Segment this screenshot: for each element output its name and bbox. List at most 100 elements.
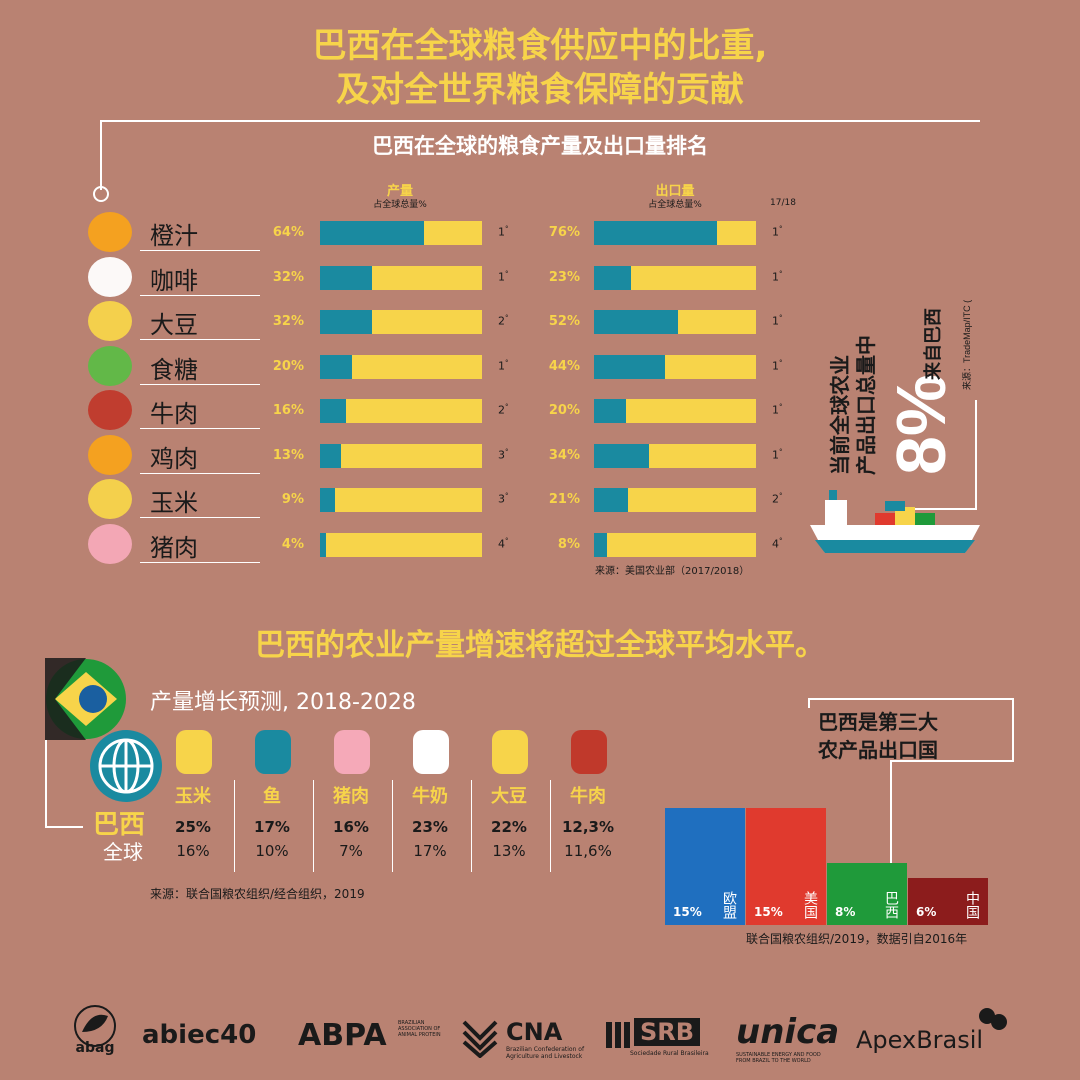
apexbrasil-logo: ApexBrasil xyxy=(856,1026,984,1054)
row-name: 橙汁 xyxy=(150,222,198,250)
rank-number: 2 xyxy=(498,403,505,417)
crop-name: 猪肉 xyxy=(333,786,369,807)
crop-world: 17% xyxy=(413,842,447,860)
chicken-icon xyxy=(88,434,132,475)
production-rank: 1° xyxy=(498,225,509,239)
pig-icon xyxy=(88,523,132,564)
production-bar xyxy=(320,354,482,379)
production-bar xyxy=(320,265,482,290)
row-name: 鸡肉 xyxy=(150,444,198,473)
exporters-pointer xyxy=(890,760,892,865)
rank-degree: ° xyxy=(779,447,783,456)
bar-fill xyxy=(594,221,718,245)
cna-logo-icon xyxy=(462,1020,498,1058)
exporter-bar: 8% 巴西 xyxy=(827,863,907,925)
coffee-icon xyxy=(88,256,132,297)
beef-icon xyxy=(571,730,607,774)
rank-degree: ° xyxy=(505,225,509,233)
export-rank: 1° xyxy=(772,270,783,284)
export-percent: 23% xyxy=(548,269,580,285)
rank-number: 1 xyxy=(498,225,505,239)
season-label: 17/18 xyxy=(770,198,796,208)
share-connector-v xyxy=(975,400,977,510)
exporters-title1: 巴西是第三大 xyxy=(818,710,938,734)
bar-fill xyxy=(594,354,666,379)
rank-number: 2 xyxy=(498,314,505,328)
exporters-source: 联合国粮农组织/2019，数据引自2016年 xyxy=(746,932,968,946)
crop-name: 玉米 xyxy=(175,786,211,807)
crop-world: 11,6% xyxy=(564,842,612,860)
rank-degree: ° xyxy=(779,492,783,500)
rank-number: 3 xyxy=(498,492,505,506)
export-header: 出口量 xyxy=(655,184,695,199)
export-percent: 21% xyxy=(548,492,580,507)
rank-degree: ° xyxy=(505,358,509,367)
production-rank: 2° xyxy=(498,314,509,328)
production-subheader: 占全球总量% xyxy=(373,200,427,210)
exporter-bar: 15% 欧盟 xyxy=(665,808,745,925)
corn-icon xyxy=(88,479,132,519)
production-percent: 64% xyxy=(272,225,304,240)
production-percent: 13% xyxy=(272,447,304,463)
row-name: 猪肉 xyxy=(150,533,198,562)
export-bar xyxy=(594,443,756,468)
abag-logo: abag xyxy=(75,1040,115,1056)
rank-number: 1 xyxy=(498,359,505,373)
exporters-title2: 农产品出口国 xyxy=(818,738,938,762)
title-connector xyxy=(100,120,102,190)
export-percent: 76% xyxy=(548,225,580,240)
production-percent: 16% xyxy=(272,403,304,418)
bar-fill xyxy=(320,310,372,334)
production-rank: 4° xyxy=(498,537,509,551)
export-bar xyxy=(594,399,756,423)
row-name: 玉米 xyxy=(150,489,198,517)
export-rank: 4° xyxy=(772,537,783,551)
export-rank: 2° xyxy=(772,492,783,506)
share-line2: 产品出口总量中 xyxy=(854,335,878,475)
bar-fill xyxy=(320,532,327,557)
rank-degree: ° xyxy=(779,269,783,278)
legend-connector-h xyxy=(45,826,83,828)
rank-degree: ° xyxy=(779,225,783,233)
sugarcane-icon xyxy=(88,345,132,386)
abpa-sub: BRAZILIAN ASSOCIATION OF ANIMAL PROTEIN xyxy=(398,1020,441,1038)
orange-juice-icon xyxy=(88,212,132,252)
cargo-ship-icon xyxy=(810,490,980,553)
rank-number: 1 xyxy=(772,359,779,373)
crop-separator xyxy=(471,780,472,872)
row-underline xyxy=(140,339,260,340)
row-underline xyxy=(140,561,260,563)
bar-fill xyxy=(594,265,632,290)
exporters-top-line xyxy=(808,698,1013,700)
exporters-left-tick xyxy=(808,698,810,708)
rank-degree: ° xyxy=(505,314,509,322)
export-subheader: 占全球总量% xyxy=(648,200,702,210)
production-bar xyxy=(320,221,482,245)
logos-bar: abag abiec40 ABPA BRAZILIAN ASSOCIATION … xyxy=(0,1000,1080,1080)
export-rank: 1° xyxy=(772,403,783,417)
row-underline xyxy=(140,517,260,518)
exporter-country: 美国 xyxy=(802,891,818,919)
crop-name: 大豆 xyxy=(491,786,527,807)
crop-world: 10% xyxy=(255,842,289,860)
row-name: 咖啡 xyxy=(150,266,198,295)
abag-logo-icon xyxy=(74,1005,116,1047)
abpa-logo: ABPA xyxy=(298,1018,387,1053)
bar-fill xyxy=(320,443,342,468)
rank-number: 1 xyxy=(772,314,779,328)
cna-logo: CNA xyxy=(506,1018,563,1046)
exporters-bottom-line xyxy=(890,760,1012,762)
production-rank: 3° xyxy=(498,448,509,462)
corn-icon xyxy=(176,730,212,774)
exporter-percent: 15% xyxy=(673,905,702,919)
share-value: 8% xyxy=(882,374,960,475)
row-name: 食糖 xyxy=(150,355,198,384)
export-percent: 8% xyxy=(557,536,580,552)
crop-brazil: 23% xyxy=(412,818,448,836)
main-title-line1: 巴西在全球粮食供应中的比重, xyxy=(312,26,768,66)
source-usda: 来源：美国农业部（2017/2018） xyxy=(595,566,750,577)
beef-icon xyxy=(88,390,132,430)
production-bar xyxy=(320,488,482,512)
bar-fill xyxy=(594,443,650,468)
production-percent: 32% xyxy=(272,269,304,285)
